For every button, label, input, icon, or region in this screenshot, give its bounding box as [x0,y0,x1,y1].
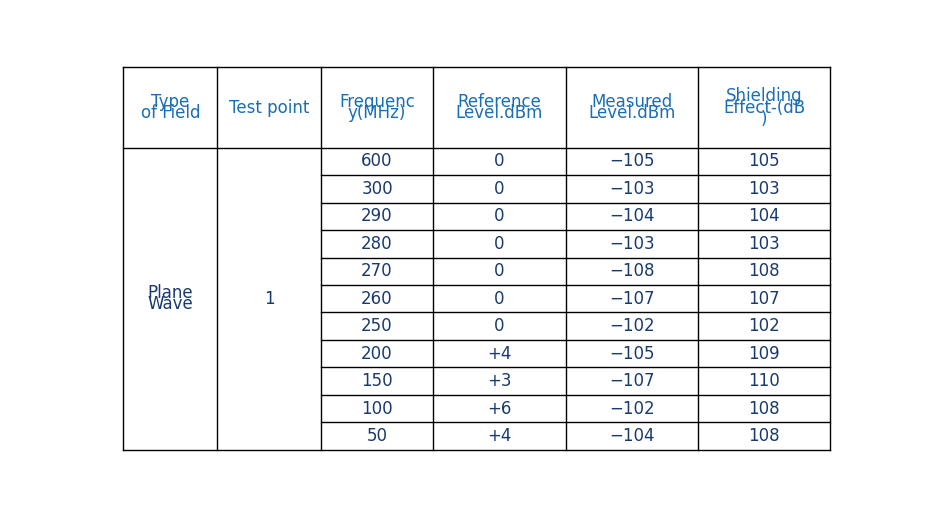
Text: 0: 0 [494,180,504,198]
Text: 600: 600 [361,153,392,170]
Text: 260: 260 [361,290,392,308]
Text: 200: 200 [361,345,392,362]
Text: ): ) [761,110,767,127]
Text: 110: 110 [749,372,780,390]
Text: 300: 300 [361,180,392,198]
Text: 103: 103 [749,180,780,198]
Text: −102: −102 [609,399,655,418]
Text: 0: 0 [494,262,504,280]
Text: −107: −107 [609,372,655,390]
Text: Type: Type [152,93,190,111]
Text: 50: 50 [366,427,388,445]
Text: Plane: Plane [148,284,193,302]
Text: 0: 0 [494,153,504,170]
Text: 100: 100 [361,399,392,418]
Text: 290: 290 [361,207,392,225]
Text: 1: 1 [264,290,274,308]
Text: −103: −103 [609,180,655,198]
Text: Level.dBm: Level.dBm [589,104,676,122]
Text: −103: −103 [609,235,655,253]
Text: 280: 280 [361,235,392,253]
Text: +3: +3 [487,372,512,390]
Text: 109: 109 [749,345,780,362]
Text: 250: 250 [361,317,392,335]
Text: 102: 102 [749,317,780,335]
Text: 150: 150 [361,372,392,390]
Text: 0: 0 [494,317,504,335]
Text: Shielding: Shielding [725,88,803,105]
Text: 270: 270 [361,262,392,280]
Text: 107: 107 [749,290,780,308]
Text: 103: 103 [749,235,780,253]
Text: 108: 108 [749,427,780,445]
Text: −102: −102 [609,317,655,335]
Text: 108: 108 [749,399,780,418]
Text: Measured: Measured [591,93,672,111]
Text: Wave: Wave [148,295,193,313]
Text: y(MHz): y(MHz) [348,104,406,122]
Text: −105: −105 [609,153,655,170]
Text: 105: 105 [749,153,780,170]
Text: +4: +4 [487,345,512,362]
Text: 108: 108 [749,262,780,280]
Text: 0: 0 [494,290,504,308]
Text: −108: −108 [609,262,655,280]
Text: Level.dBm: Level.dBm [456,104,543,122]
Text: of Field: of Field [140,104,200,122]
Text: −104: −104 [609,207,655,225]
Text: 0: 0 [494,235,504,253]
Text: −104: −104 [609,427,655,445]
Text: −107: −107 [609,290,655,308]
Text: 104: 104 [749,207,780,225]
Text: +6: +6 [487,399,512,418]
Text: Frequenc: Frequenc [339,93,415,111]
Text: Test point: Test point [229,98,310,117]
Text: Reference: Reference [458,93,541,111]
Text: +4: +4 [487,427,512,445]
Text: −105: −105 [609,345,655,362]
Text: 0: 0 [494,207,504,225]
Text: Effect-(dB: Effect-(dB [723,98,805,117]
